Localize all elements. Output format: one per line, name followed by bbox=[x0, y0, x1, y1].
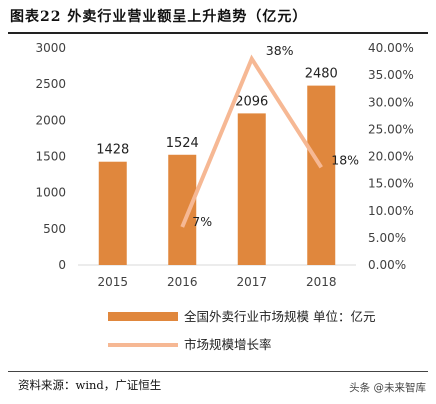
bar-value-labels: 1428 1524 2096 2480 bbox=[96, 67, 338, 158]
right-axis-tick-label: 30.00% bbox=[368, 95, 414, 109]
growth-value-label: 18% bbox=[331, 152, 359, 167]
growth-line bbox=[180, 54, 323, 228]
x-axis-tick-label: 2018 bbox=[306, 275, 337, 289]
chart-title: 图表22 外卖行业营业额呈上升趋势（亿元） bbox=[10, 9, 308, 25]
left-axis-tick-label: 2000 bbox=[35, 113, 66, 127]
left-axis-ticks: 0 500 1000 1500 2000 2500 3000 bbox=[35, 41, 66, 272]
growth-value-label: 38% bbox=[266, 43, 294, 58]
right-axis-tick-label: 25.00% bbox=[368, 122, 414, 136]
bar-value-label: 2096 bbox=[235, 94, 268, 109]
source-rule bbox=[8, 371, 428, 372]
left-axis-tick-label: 500 bbox=[43, 222, 66, 236]
x-axis-tick-label: 2017 bbox=[236, 275, 267, 289]
right-axis-tick-label: 0.00% bbox=[368, 258, 406, 272]
legend-bar-label: 全国外卖行业市场规模 单位：亿元 bbox=[184, 309, 375, 324]
right-axis-tick-label: 5.00% bbox=[368, 231, 406, 245]
title-rule bbox=[8, 32, 428, 34]
bar-value-label: 1524 bbox=[166, 136, 199, 151]
right-axis-tick-label: 20.00% bbox=[368, 150, 414, 164]
legend-bar-swatch bbox=[108, 312, 178, 321]
right-axis-ticks: 0.00% 5.00% 10.00% 15.00% 20.00% 25.00% 30.00%… bbox=[368, 41, 414, 272]
bar-line-chart: 0 500 1000 1500 2000 2500 3000 0.00% 5.00% 10.00… bbox=[35, 41, 414, 352]
bar bbox=[98, 161, 127, 265]
right-axis-tick-label: 40.00% bbox=[368, 41, 414, 55]
bar bbox=[237, 113, 266, 265]
growth-line-series bbox=[180, 54, 323, 228]
left-axis-tick-label: 1000 bbox=[35, 186, 66, 200]
left-axis-tick-label: 1500 bbox=[35, 150, 66, 164]
right-axis-tick-label: 10.00% bbox=[368, 204, 414, 218]
bar-series bbox=[98, 85, 336, 265]
x-axis-tick-label: 2015 bbox=[97, 275, 128, 289]
bar bbox=[168, 154, 197, 265]
x-axis-ticks: 2015 2016 2017 2018 bbox=[97, 275, 336, 289]
left-axis-tick-label: 2500 bbox=[35, 77, 66, 91]
left-axis-tick-label: 3000 bbox=[35, 41, 66, 55]
legend-line-label: 市场规模增长率 bbox=[184, 337, 272, 352]
bar-value-label: 2480 bbox=[305, 67, 338, 82]
growth-value-label: 7% bbox=[192, 214, 212, 229]
bar bbox=[307, 85, 336, 265]
watermark: 头条 @未来智库 bbox=[349, 382, 426, 394]
bar-value-label: 1428 bbox=[96, 143, 129, 158]
source-note: 资料来源：wind，广证恒生 bbox=[18, 378, 162, 392]
x-axis-tick-label: 2016 bbox=[167, 275, 198, 289]
growth-value-labels: 7% 38% 18% bbox=[192, 43, 359, 229]
left-axis-tick-label: 0 bbox=[58, 258, 66, 272]
right-axis-tick-label: 15.00% bbox=[368, 177, 414, 191]
right-axis-tick-label: 35.00% bbox=[368, 68, 414, 82]
